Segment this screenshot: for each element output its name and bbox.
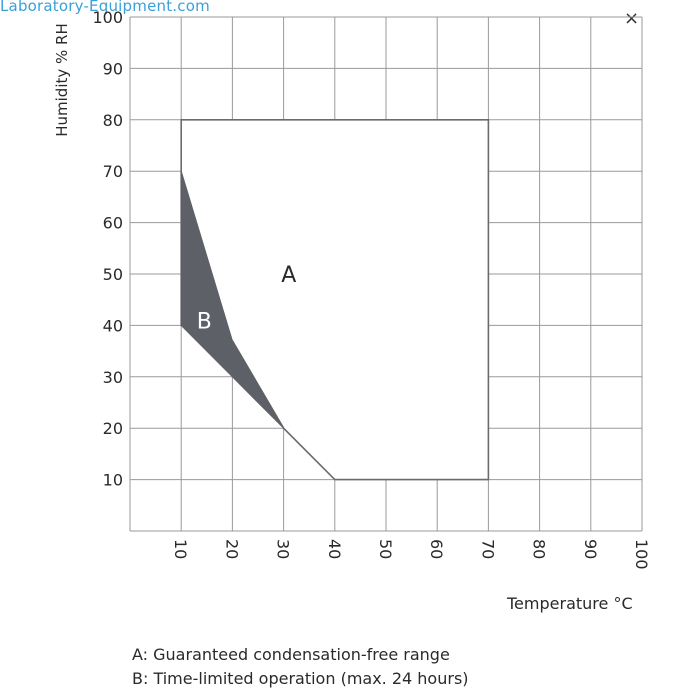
y-tick-label: 30 — [103, 368, 123, 387]
note-a: A: Guaranteed condensation-free range — [132, 645, 450, 664]
y-tick-label: 80 — [103, 111, 123, 130]
y-tick-label: 60 — [103, 214, 123, 233]
y-tick-label: 40 — [103, 316, 123, 335]
region-a — [180, 119, 490, 481]
legend-notes: A: Guaranteed condensation-free range B:… — [132, 643, 469, 691]
x-tick-label: 40 — [325, 539, 344, 559]
watermark-logo: Laboratory-Equipment.com — [0, 0, 210, 15]
chart-ticks: 10 20 30 40 50 60 70 80 90 100 10 20 30 40 50 60 70 80 90 1… — [92, 8, 651, 570]
chart-regions — [180, 119, 490, 481]
close-icon[interactable]: × — [624, 8, 640, 29]
x-tick-label: 80 — [530, 539, 549, 559]
chart-region-labels: AB — [197, 263, 297, 334]
y-tick-label: 20 — [103, 419, 123, 438]
x-tick-label: 10 — [171, 539, 190, 559]
y-axis-label: Humidity % RH — [53, 23, 71, 137]
region-b — [180, 171, 285, 429]
x-tick-label: 50 — [376, 539, 395, 559]
note-b: B: Time-limited operation (max. 24 hours… — [132, 669, 469, 688]
x-tick-label: 60 — [427, 539, 446, 559]
x-tick-label: 30 — [274, 539, 293, 559]
y-tick-label: 10 — [103, 471, 123, 490]
y-tick-label: 70 — [103, 162, 123, 181]
y-tick-label: 50 — [103, 265, 123, 284]
x-tick-label: 20 — [222, 539, 241, 559]
x-tick-label: 70 — [478, 539, 497, 559]
y-tick-label: 90 — [103, 59, 123, 78]
x-tick-label: 100 — [632, 539, 651, 570]
x-tick-label: 90 — [581, 539, 600, 559]
region-label-b: B — [197, 309, 212, 334]
region-label-a: A — [281, 263, 296, 288]
x-axis-label: Temperature °C — [507, 594, 633, 613]
y-tick-label: 100 — [92, 8, 123, 27]
